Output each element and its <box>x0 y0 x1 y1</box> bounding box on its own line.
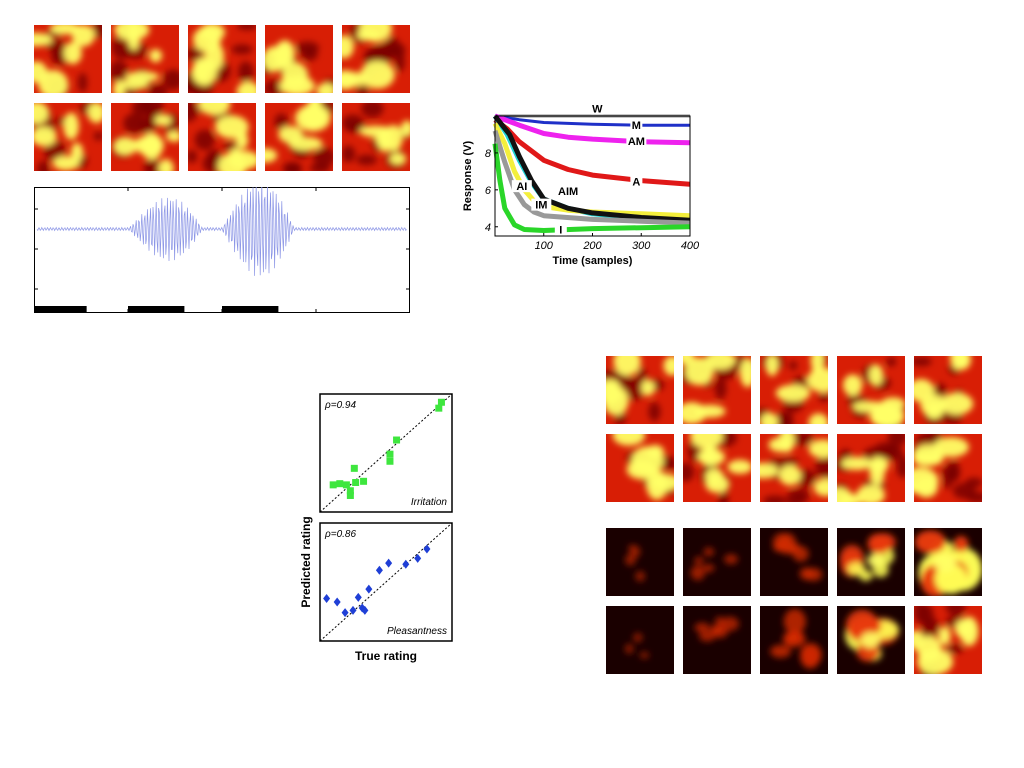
data-point <box>358 603 366 613</box>
heatmap-tile <box>760 606 828 674</box>
heatmap-tile <box>342 25 410 93</box>
data-point <box>386 457 394 465</box>
data-point <box>423 544 431 554</box>
identity-line <box>319 522 453 642</box>
y-axis-label: Predicted rating <box>299 516 313 607</box>
heatmap-tile <box>760 356 828 424</box>
heatmap-tile <box>606 528 674 596</box>
heatmap-tile <box>265 25 333 93</box>
heatmap-tile <box>606 606 674 674</box>
x-axis-label: Time (samples) <box>553 255 633 267</box>
scatter-panel: ρ=0.94 Irritation ρ=0.86 Pleasantness True r… <box>290 390 460 675</box>
heatmap-tile <box>914 356 982 424</box>
y-tick-label: 8 <box>485 148 492 160</box>
x-tick-label: 200 <box>582 240 602 252</box>
heatmap-tile <box>342 103 410 171</box>
series-label: AI <box>516 181 527 193</box>
data-point <box>375 565 383 575</box>
heatmap-tile <box>111 25 179 93</box>
data-point <box>342 481 350 489</box>
y-tick-label: 4 <box>485 222 491 234</box>
data-point <box>346 491 354 499</box>
series-label: A <box>632 177 640 189</box>
x-tick-label: 400 <box>681 240 700 252</box>
heatmap-tile <box>606 434 674 502</box>
data-point <box>365 584 373 594</box>
heatmap-tile <box>606 356 674 424</box>
data-point <box>352 479 360 486</box>
heatmap-tile <box>265 103 333 171</box>
data-point <box>393 436 401 444</box>
heatmap-tile <box>837 606 905 674</box>
heatmap-tile <box>188 103 256 171</box>
x-tick-label: 300 <box>632 240 651 252</box>
stimulus-bar <box>128 306 185 313</box>
data-point <box>385 558 393 568</box>
data-point <box>437 398 445 406</box>
stimulus-bar <box>222 306 279 313</box>
heatmap-tile <box>914 606 982 674</box>
data-point <box>402 559 410 569</box>
series-IM <box>492 130 691 226</box>
waveform-frame <box>34 187 410 313</box>
heatmap-tile <box>683 606 751 674</box>
heatmap-tile <box>837 434 905 502</box>
data-point <box>336 480 344 488</box>
y-axis-label: Response (V) <box>462 141 474 212</box>
waveform-trace <box>36 180 407 276</box>
response-chart-svg: 100 200 300 400 4 6 8 W M AM A AI AIM IM I Time (sample… <box>462 102 700 267</box>
stimulus-bar <box>34 306 87 313</box>
data-point <box>349 605 357 615</box>
panel-label: Pleasantness <box>387 626 447 637</box>
identity-line <box>319 393 453 513</box>
heatmap-tile <box>188 25 256 93</box>
heatmap-tile <box>683 434 751 502</box>
scatter-plots: ρ=0.94 Irritation ρ=0.86 Pleasantness True r… <box>299 393 453 663</box>
series-label: I <box>559 225 562 237</box>
x-axis-label: True rating <box>355 649 417 663</box>
data-point <box>329 481 337 489</box>
heatmap-tile <box>914 528 982 596</box>
heatmap-tile <box>34 25 102 93</box>
heatmap-grid-right-lower <box>606 528 982 674</box>
data-point <box>361 605 369 615</box>
heatmap-tile <box>837 528 905 596</box>
data-point <box>360 477 368 485</box>
heatmap-tile <box>34 103 102 171</box>
heatmap-tile <box>760 528 828 596</box>
heatmap-grid-right-upper <box>606 356 982 502</box>
heatmap-grid-top-left <box>34 25 410 171</box>
data-point <box>323 594 331 604</box>
panel-label: Irritation <box>411 497 448 508</box>
correlation-label: ρ=0.94 <box>324 400 356 411</box>
series-I <box>492 143 691 233</box>
heatmap-tile <box>683 356 751 424</box>
y-tick-label: 6 <box>485 185 492 197</box>
data-point <box>414 553 422 563</box>
data-point <box>341 608 349 618</box>
data-point <box>333 597 341 607</box>
data-point <box>346 487 354 495</box>
series-label: W <box>592 104 603 116</box>
series-label: IM <box>535 200 547 212</box>
heatmap-tile <box>111 103 179 171</box>
data-point <box>386 450 394 458</box>
waveform-panel <box>34 180 410 313</box>
series-M <box>494 114 690 127</box>
waveform-plot <box>34 180 410 313</box>
heatmap-tile <box>837 356 905 424</box>
series-label: M <box>632 120 641 132</box>
series-label: AM <box>628 136 645 148</box>
heatmap-tile <box>914 434 982 502</box>
x-tick-label: 100 <box>535 240 554 252</box>
heatmap-tile <box>683 528 751 596</box>
data-point <box>435 404 443 412</box>
response-chart: 100 200 300 400 4 6 8 W M AM A AI AIM IM I Time (sample… <box>455 98 705 278</box>
series-label: AIM <box>558 186 578 198</box>
data-point <box>350 464 358 472</box>
heatmap-tile <box>760 434 828 502</box>
data-point <box>354 592 362 602</box>
correlation-label: ρ=0.86 <box>324 529 356 540</box>
